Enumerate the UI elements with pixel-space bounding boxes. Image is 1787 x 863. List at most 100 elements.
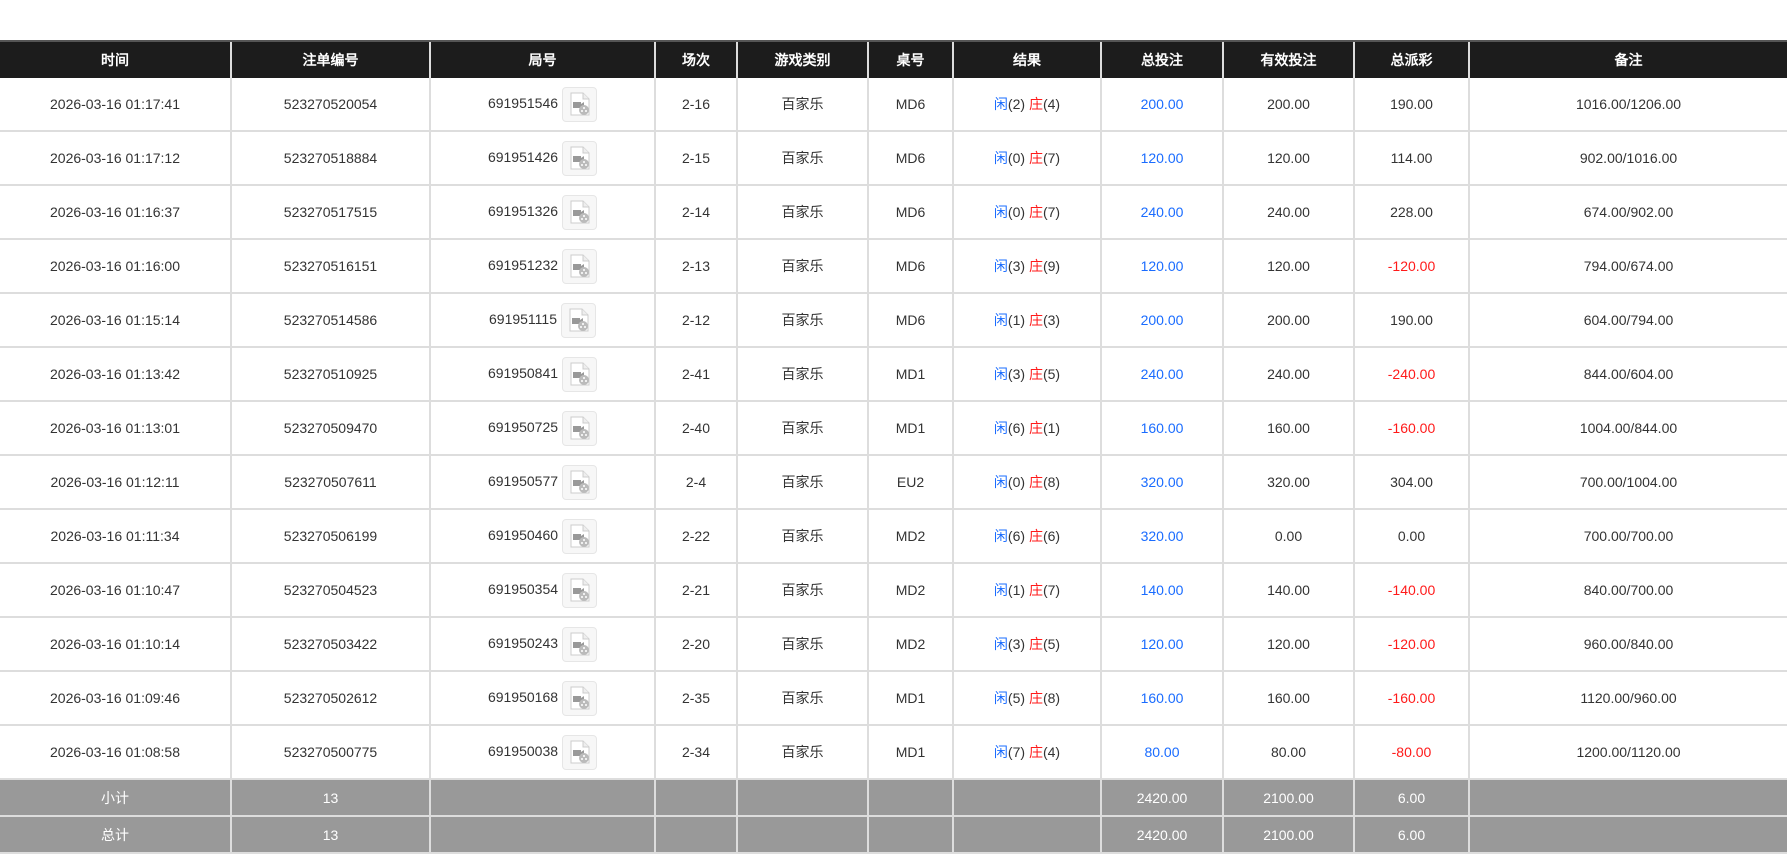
video-replay-icon[interactable] [562, 410, 598, 446]
video-replay-icon[interactable] [561, 302, 596, 338]
footer-valid-bet: 2100.00 [1222, 816, 1354, 854]
game-type-cell: 百家乐 [736, 347, 868, 402]
video-replay-icon[interactable] [562, 140, 598, 176]
table-row: 2026-03-16 01:10:14 523270503422 691950243… [0, 617, 1787, 672]
table-row: 2026-03-16 01:13:01 523270509470 691950725… [0, 401, 1787, 456]
valid-bet-cell: 200.00 [1222, 293, 1354, 348]
time-cell: 2026-03-16 01:10:47 [0, 563, 231, 618]
video-replay-icon[interactable] [562, 86, 598, 122]
note-cell: 794.00/674.00 [1468, 239, 1787, 294]
round-cell: 691951326 [429, 185, 655, 240]
table-row: 2026-03-16 01:16:00 523270516151 691951232… [0, 239, 1787, 294]
player-label: 闲 [993, 528, 1008, 544]
bet-records-table: 时间 注单编号 局号 场次 游戏类别 桌号 结果 总投注 有效投注 总派彩 备注 2026-03-1… [0, 40, 1787, 854]
table-cell: MD6 [867, 185, 953, 240]
video-replay-icon[interactable] [562, 248, 598, 284]
table-cell: MD6 [867, 239, 953, 294]
result-cell: 闲(0) 庄(7) [952, 131, 1101, 186]
player-score: (1) [1007, 582, 1026, 598]
video-replay-icon[interactable] [562, 356, 598, 392]
player-label: 闲 [993, 96, 1008, 112]
player-score: (0) [1007, 204, 1026, 220]
banker-score: (9) [1042, 258, 1061, 274]
banker-label: 庄 [1028, 582, 1043, 598]
payout-cell: -120.00 [1353, 617, 1469, 672]
video-replay-icon[interactable] [562, 680, 598, 716]
column-header: 总投注 [1100, 40, 1223, 78]
banker-label: 庄 [1028, 474, 1043, 490]
time-cell: 2026-03-16 01:12:11 [0, 455, 231, 510]
shoe-cell: 2-22 [654, 509, 737, 564]
round-number: 691951426 [487, 148, 559, 165]
result-cell: 闲(0) 庄(8) [952, 455, 1101, 510]
player-label: 闲 [993, 582, 1008, 598]
valid-bet-cell: 160.00 [1222, 671, 1354, 726]
player-score: (3) [1007, 366, 1026, 382]
round-cell: 691950038 [429, 725, 655, 780]
result-cell: 闲(7) 庄(4) [952, 725, 1101, 780]
table-row: 2026-03-16 01:13:42 523270510925 691950841… [0, 347, 1787, 402]
round-cell: 691950577 [429, 455, 655, 510]
banker-score: (8) [1042, 474, 1061, 490]
round-number: 691950354 [487, 580, 559, 597]
game-type-cell: 百家乐 [736, 563, 868, 618]
table-header: 时间 注单编号 局号 场次 游戏类别 桌号 结果 总投注 有效投注 总派彩 备注 [0, 40, 1787, 78]
video-replay-icon[interactable] [562, 194, 598, 230]
total-bet-cell: 320.00 [1100, 455, 1223, 510]
banker-score: (1) [1042, 420, 1061, 436]
result-cell: 闲(5) 庄(8) [952, 671, 1101, 726]
shoe-cell: 2-16 [654, 78, 737, 132]
total-bet-cell: 160.00 [1100, 401, 1223, 456]
total-bet-cell: 120.00 [1100, 131, 1223, 186]
table-cell: MD6 [867, 78, 953, 132]
bet-id-cell: 523270520054 [230, 78, 430, 132]
round-number: 691950038 [487, 742, 559, 759]
time-cell: 2026-03-16 01:08:58 [0, 725, 231, 780]
table-row: 2026-03-16 01:15:14 523270514586 691951115… [0, 293, 1787, 348]
footer-empty [867, 816, 953, 854]
banker-score: (3) [1042, 312, 1061, 328]
note-cell: 1004.00/844.00 [1468, 401, 1787, 456]
time-cell: 2026-03-16 01:17:12 [0, 131, 231, 186]
game-type-cell: 百家乐 [736, 78, 868, 132]
game-type-cell: 百家乐 [736, 617, 868, 672]
table-cell: MD1 [867, 401, 953, 456]
round-number: 691950460 [487, 526, 559, 543]
valid-bet-cell: 160.00 [1222, 401, 1354, 456]
time-cell: 2026-03-16 01:10:14 [0, 617, 231, 672]
note-cell: 700.00/700.00 [1468, 509, 1787, 564]
footer-label: 总计 [0, 816, 231, 854]
note-cell: 902.00/1016.00 [1468, 131, 1787, 186]
total-bet-cell: 240.00 [1100, 347, 1223, 402]
table-row: 2026-03-16 01:08:58 523270500775 691950038… [0, 725, 1787, 780]
video-replay-icon[interactable] [562, 518, 598, 554]
result-cell: 闲(3) 庄(5) [952, 347, 1101, 402]
round-number: 691950168 [487, 688, 559, 705]
time-cell: 2026-03-16 01:16:00 [0, 239, 231, 294]
round-cell: 691950725 [429, 401, 655, 456]
player-score: (5) [1007, 690, 1026, 706]
result-cell: 闲(1) 庄(7) [952, 563, 1101, 618]
video-replay-icon[interactable] [562, 626, 598, 662]
time-cell: 2026-03-16 01:16:37 [0, 185, 231, 240]
video-replay-icon[interactable] [562, 464, 598, 500]
video-replay-icon[interactable] [562, 572, 598, 608]
table-cell: MD2 [867, 563, 953, 618]
footer-count: 13 [230, 779, 430, 817]
round-number: 691950725 [487, 418, 559, 435]
table-cell: MD6 [867, 131, 953, 186]
bet-id-cell: 523270514586 [230, 293, 430, 348]
bet-id-cell: 523270517515 [230, 185, 430, 240]
footer-payout: 6.00 [1353, 779, 1469, 817]
column-header: 总派彩 [1353, 40, 1469, 78]
column-header: 场次 [654, 40, 737, 78]
footer-total-bet: 2420.00 [1100, 816, 1223, 854]
footer-empty [1468, 816, 1787, 854]
video-replay-icon[interactable] [562, 734, 598, 770]
game-type-cell: 百家乐 [736, 509, 868, 564]
table-cell: MD6 [867, 293, 953, 348]
table-cell: MD1 [867, 671, 953, 726]
player-score: (0) [1007, 150, 1026, 166]
round-number: 691951326 [487, 202, 559, 219]
footer-empty [429, 816, 655, 854]
